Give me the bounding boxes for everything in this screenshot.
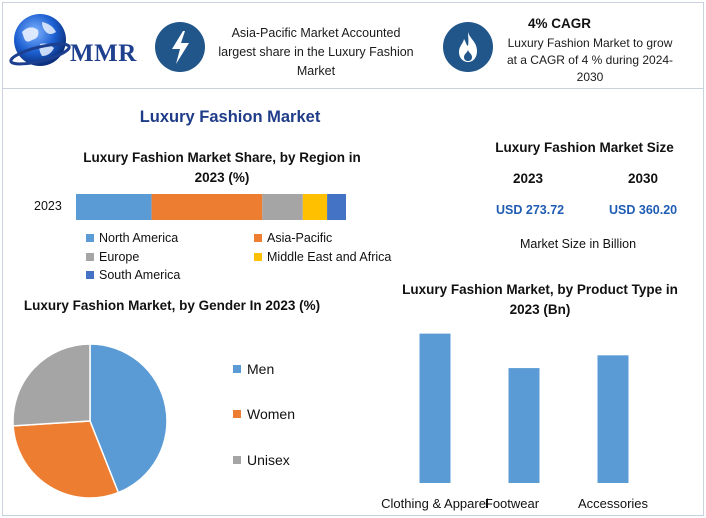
legend-label: Women: [247, 406, 295, 422]
product-tick-clothing-apparel: Clothing & Apparel: [381, 496, 489, 511]
brand-logo: MMR: [8, 8, 143, 80]
region-segment-europe: [262, 194, 303, 220]
region-segment-north-america: [76, 194, 152, 220]
globe-icon: [9, 14, 71, 66]
gender-chart-title: Luxury Fashion Market, by Gender In 2023…: [23, 298, 321, 313]
legend-label: Asia-Pacific: [267, 231, 333, 245]
product-bar-footwear: [508, 368, 540, 483]
market-size-note: Market Size in Billion: [520, 237, 637, 251]
product-bar-clothing-apparel: [419, 333, 451, 483]
pie-slice-women: [12, 420, 120, 499]
cagr-title: 4% CAGR: [528, 16, 592, 31]
fact-asia-pacific: Asia-Pacific Market Accounted largest sh…: [218, 26, 414, 78]
legend-swatch: [86, 271, 94, 279]
legend-label: South America: [99, 268, 181, 282]
market-size-value-2030: USD 360.20: [609, 203, 678, 217]
legend-label: Europe: [99, 250, 140, 264]
market-size-title: Luxury Fashion Market Size: [495, 140, 674, 155]
brand-name: MMR: [70, 40, 137, 67]
legend-swatch: [233, 365, 241, 373]
region-category-label: 2023: [34, 199, 62, 213]
main-title: Luxury Fashion Market: [139, 108, 321, 126]
region-legend-europe: Europe: [86, 250, 139, 264]
legend-label: Unisex: [247, 452, 290, 468]
gender-legend-men: Men: [233, 361, 274, 377]
region-legend-asia-pacific: Asia-Pacific: [254, 231, 332, 245]
market-size-year-2023: 2023: [513, 171, 544, 186]
market-size-value-2023: USD 273.72: [496, 203, 565, 217]
region-chart-title: Luxury Fashion Market Share, by Region i…: [83, 150, 361, 185]
region-legend-north-america: North America: [86, 231, 178, 245]
region-segment-middle-east-and-africa: [302, 194, 328, 220]
gender-legend-women: Women: [233, 406, 295, 422]
region-segment-asia-pacific: [151, 194, 263, 220]
lightning-icon: [172, 31, 189, 64]
flame-icon: [459, 32, 477, 62]
region-legend-south-america: South America: [86, 268, 180, 282]
legend-swatch: [86, 253, 94, 261]
legend-swatch: [86, 234, 94, 242]
legend-swatch: [254, 253, 262, 261]
legend-label: Men: [247, 361, 275, 377]
product-chart-title: Luxury Fashion Market, by Product Type i…: [402, 282, 678, 317]
pie-slice-unisex: [12, 343, 91, 427]
product-tick-footwear: Footwear: [485, 496, 540, 511]
header-divider: [3, 88, 703, 89]
lightning-badge: [155, 22, 205, 72]
region-segment-south-america: [327, 194, 346, 220]
legend-swatch: [233, 456, 241, 464]
flame-badge: [443, 22, 493, 72]
region-legend-middle-east-and-africa: Middle East and Africa: [254, 250, 391, 264]
cagr-body: Luxury Fashion Market to grow at a CAGR …: [506, 36, 674, 84]
product-bar-accessories: [597, 355, 629, 483]
region-stacked-bar: [76, 194, 346, 220]
legend-label: Middle East and Africa: [267, 250, 392, 264]
pie-slice-men: [89, 343, 168, 494]
market-size-year-2030: 2030: [628, 171, 659, 186]
gender-pie-chart: [12, 343, 168, 499]
product-tick-accessories: Accessories: [578, 496, 649, 511]
legend-swatch: [254, 234, 262, 242]
legend-label: North America: [99, 231, 179, 245]
legend-swatch: [233, 410, 241, 418]
gender-legend-unisex: Unisex: [233, 452, 290, 468]
